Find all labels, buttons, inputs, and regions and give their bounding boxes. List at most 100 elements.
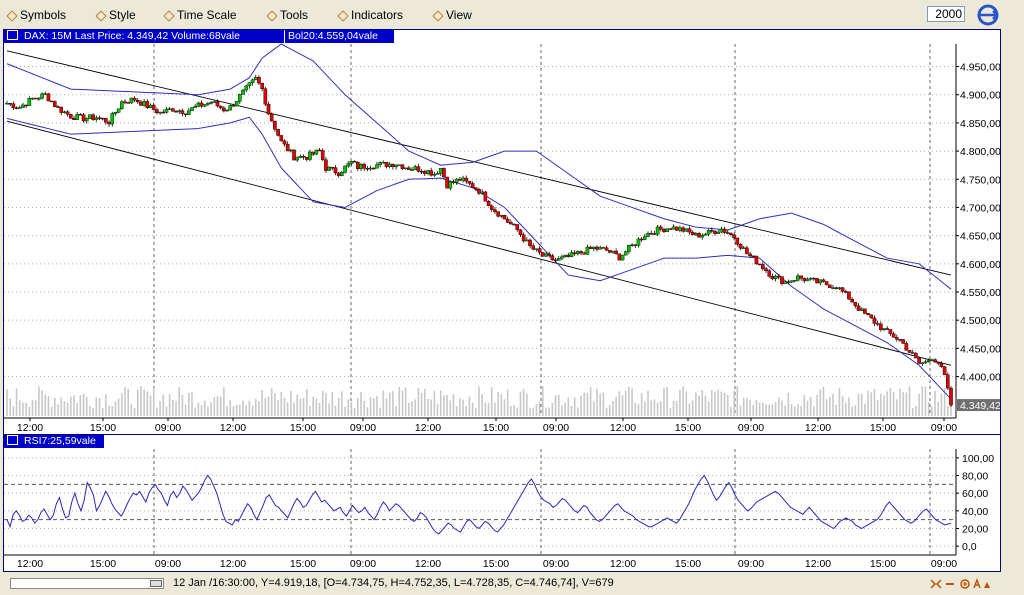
volume-bar	[755, 400, 758, 416]
candle-down	[493, 209, 497, 212]
interval-input[interactable]	[927, 6, 965, 22]
diamond-icon	[163, 10, 175, 22]
menu-tools[interactable]: Tools	[266, 8, 308, 22]
candle-down	[470, 183, 475, 188]
refresh-icon[interactable]	[976, 4, 1000, 26]
volume-bar	[934, 390, 936, 416]
volume-bar	[835, 404, 837, 416]
rsi-panel[interactable]: RSI7:25,59vale 0,0 20,00 40,00 60,00 80,00 10…	[3, 434, 1001, 572]
candle-down	[222, 107, 226, 112]
panel-window-icon[interactable]	[7, 30, 18, 40]
volume-bar	[210, 402, 212, 416]
candle-down	[588, 246, 593, 249]
panel-window-icon[interactable]	[7, 435, 18, 445]
candle-up	[94, 117, 99, 120]
zoom-out-icon[interactable]	[946, 583, 954, 585]
candle-up	[378, 162, 382, 165]
candle-down	[936, 361, 941, 364]
volume-bar	[746, 398, 748, 416]
candle-up	[448, 181, 453, 189]
menu-indicators[interactable]: Indicators	[337, 8, 403, 22]
candle-down	[33, 97, 38, 100]
candle-up	[234, 101, 239, 107]
horizontal-scrollbar[interactable]	[10, 578, 164, 589]
zoom-fit-icon[interactable]	[930, 579, 942, 589]
volume-bar	[337, 398, 340, 416]
menu-view[interactable]: View	[432, 8, 472, 22]
candle-down	[579, 251, 583, 254]
price-chart-panel[interactable]: DAX: 15M Last Price: 4.349,42 Volume:68v…	[3, 29, 1001, 435]
candle-up	[202, 104, 207, 107]
scrollbar-thumb[interactable]	[150, 580, 162, 587]
candle-up	[75, 114, 79, 120]
price-x-tick-label: 12:00	[610, 422, 636, 434]
candle-up	[859, 308, 864, 311]
volume-bar	[557, 394, 560, 416]
menu-symbols[interactable]: Symbols	[6, 8, 66, 22]
volume-bar	[640, 393, 643, 416]
candle-up	[295, 157, 300, 161]
volume-bar	[669, 407, 672, 416]
candle-down	[550, 255, 555, 261]
menu-time-scale[interactable]: Time Scale	[163, 8, 237, 22]
volume-bar	[506, 389, 509, 416]
menu-style[interactable]: Style	[95, 8, 136, 22]
candle-down	[515, 224, 520, 231]
volume-bar	[490, 387, 493, 416]
volume-bar	[653, 399, 656, 416]
price-y-tick-label: 4.700,00	[960, 202, 1000, 214]
diamond-icon	[337, 10, 349, 22]
candle-down	[607, 250, 612, 253]
candle-down	[336, 172, 341, 176]
candle-up	[5, 103, 9, 105]
candle-down	[904, 343, 909, 351]
volume-bar	[931, 406, 933, 416]
volume-bar	[682, 386, 684, 416]
candle-up	[253, 77, 258, 81]
zoom-in-icon[interactable]	[960, 579, 970, 589]
candle-up	[62, 111, 67, 113]
volume-bar	[63, 401, 66, 416]
candle-down	[914, 353, 918, 359]
volume-bar	[347, 399, 350, 416]
diamond-icon	[266, 10, 278, 22]
volume-bar	[382, 390, 385, 416]
volume-bar	[666, 387, 668, 416]
price-y-tick-label: 4.650,00	[960, 231, 1000, 243]
volume-bar	[388, 392, 391, 416]
volume-bar	[168, 394, 171, 416]
candle-down	[780, 276, 784, 284]
candle-down	[91, 114, 95, 120]
volume-bar	[707, 401, 710, 416]
volume-bar	[6, 388, 8, 416]
candle-up	[247, 82, 252, 87]
volume-bar	[497, 392, 499, 416]
scroll-up-icon[interactable]	[984, 582, 990, 588]
volume-bar	[41, 390, 43, 416]
candle-up	[837, 287, 842, 290]
volume-bar	[398, 386, 401, 416]
candle-down	[81, 114, 86, 122]
candle-up	[250, 79, 255, 84]
volume-bar	[334, 405, 337, 416]
print-icon[interactable]	[973, 578, 981, 589]
volume-bar	[545, 407, 547, 416]
candle-down	[528, 239, 532, 247]
candle-down	[933, 359, 937, 363]
candle-down	[894, 337, 899, 340]
candle-up	[438, 167, 443, 174]
volume-bar	[423, 388, 426, 416]
candle-up	[789, 280, 794, 283]
candle-down	[407, 167, 411, 171]
rsi-chart: 0,0 20,00 40,00 60,00 80,00 100,00 12:00 15:00 0…	[4, 449, 994, 570]
candle-up	[499, 215, 504, 217]
candle-up	[298, 155, 303, 158]
volume-bar	[159, 401, 161, 416]
volume-bar	[439, 390, 442, 416]
candle-up	[620, 254, 625, 261]
candle-up	[805, 278, 810, 282]
volume-bar	[433, 390, 436, 416]
candle-down	[324, 159, 328, 171]
candle-down	[840, 287, 845, 292]
volume-bar	[299, 398, 302, 416]
